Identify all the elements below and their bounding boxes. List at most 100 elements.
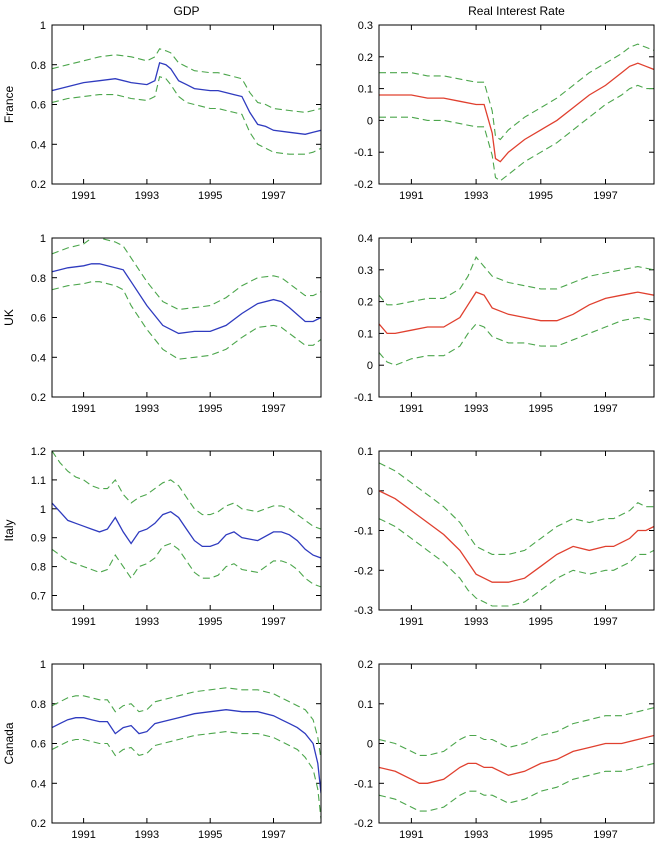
y-tick-label: 0.2	[358, 297, 373, 309]
plot-area	[52, 238, 321, 397]
chart-title: GDP	[173, 4, 199, 18]
subplot-france-gdp: 1991 1993 1995 1997 0.2 0.4 0.6 0.8 1 GDP France	[0, 1, 333, 214]
x-tick-label: 1995	[198, 403, 222, 415]
x-tick-label: 1995	[529, 403, 553, 415]
y-tick-label: 1	[40, 20, 46, 32]
x-tick-label: 1993	[135, 616, 159, 628]
canada-gdp-upper-band-line	[52, 687, 321, 760]
canada-gdp-chart: 1991 1993 1995 1997 0.2 0.4 0.6 0.8 1 Canada	[2, 659, 322, 841]
tick-labels: 1991 1993 1995 1997 0.7 0.8 0.9 1 1.1 1.2	[31, 446, 286, 628]
x-tick-label: 1993	[464, 829, 488, 841]
x-tick-label: 1997	[593, 829, 617, 841]
y-tick-label: 0.7	[31, 591, 46, 603]
subplot-canada-real-interest-rate: 1991 1993 1995 1997 -0.2 -0.1 0 0.1 0.2	[333, 640, 666, 853]
y-tick-label: -0.1	[354, 392, 373, 404]
x-tick-label: 1995	[529, 829, 553, 841]
x-tick-label: 1993	[464, 403, 488, 415]
canada-rir-chart: 1991 1993 1995 1997 -0.2 -0.1 0 0.1 0.2	[354, 659, 655, 841]
y-tick-label: 0.6	[31, 100, 46, 112]
italy-gdp-estimate-line	[52, 502, 321, 559]
italy-gdp-upper-band-line	[52, 451, 321, 530]
canada-rir-lower-band-line	[379, 762, 654, 812]
france-rir-estimate-line	[379, 62, 654, 163]
tick-labels: 1991 1993 1995 1997 -0.2 -0.1 0 0.1 0.2 0.3	[354, 20, 618, 202]
y-tick-label: 1	[40, 504, 46, 516]
uk-rir-upper-band-line	[379, 256, 654, 306]
axis-box	[378, 663, 655, 824]
france-rir-chart: 1991 1993 1995 1997 -0.2 -0.1 0 0.1 0.2 0.3 Real I…	[354, 4, 655, 202]
italy-rir-upper-band-line	[379, 462, 654, 555]
axis-box	[378, 24, 655, 185]
x-tick-label: 1993	[135, 190, 159, 202]
x-tick-label: 1997	[261, 190, 285, 202]
plot-area	[379, 238, 654, 397]
tick-labels: 1991 1993 1995 1997 -0.1 0 0.1 0.2 0.3 0.4	[354, 233, 618, 415]
y-tick-label: 0.9	[31, 533, 46, 545]
uk-gdp-upper-band-line	[52, 238, 321, 311]
y-tick-label: 0.2	[358, 52, 373, 64]
y-tick-label: 0.8	[31, 273, 46, 285]
tick-labels: 1991 1993 1995 1997 0.2 0.4 0.6 0.8 1	[31, 233, 286, 415]
y-tick-label: 0.4	[31, 352, 46, 364]
y-tick-label: 0	[367, 360, 373, 372]
axis-box	[51, 450, 322, 611]
x-tick-label: 1991	[399, 190, 423, 202]
y-tick-label: 0.1	[358, 84, 373, 96]
y-tick-label: 0.2	[358, 659, 373, 671]
italy-rir-estimate-line	[379, 490, 654, 583]
y-tick-label: 0.1	[358, 328, 373, 340]
y-tick-label: 0.8	[31, 699, 46, 711]
axis-box	[378, 450, 655, 611]
plot-area	[52, 451, 321, 610]
y-tick-label: -0.1	[354, 147, 373, 159]
tick-labels: 1991 1993 1995 1997 -0.3 -0.2 -0.1 0 0.1	[354, 446, 618, 628]
x-tick-label: 1993	[135, 829, 159, 841]
y-tick-label: 0	[367, 739, 373, 751]
y-tick-label: 0.2	[31, 392, 46, 404]
y-tick-label: -0.1	[354, 526, 373, 538]
y-tick-label: 0.6	[31, 313, 46, 325]
plot-area	[52, 25, 321, 184]
y-tick-label: 0.8	[31, 562, 46, 574]
italy-rir-chart: 1991 1993 1995 1997 -0.3 -0.2 -0.1 0 0.1	[354, 446, 655, 628]
x-tick-label: 1991	[71, 190, 95, 202]
france-rir-lower-band-line	[379, 84, 654, 182]
y-tick-label: -0.2	[354, 179, 373, 191]
x-tick-label: 1997	[261, 829, 285, 841]
uk-gdp-lower-band-line	[52, 281, 321, 360]
chart-title: Real Interest Rate	[468, 4, 565, 18]
x-tick-label: 1993	[464, 616, 488, 628]
y-tick-label: 0.2	[31, 179, 46, 191]
axis-box	[51, 24, 322, 185]
y-axis-label: Canada	[2, 722, 16, 764]
subplot-italy-real-interest-rate: 1991 1993 1995 1997 -0.3 -0.2 -0.1 0 0.1	[333, 427, 666, 640]
canada-gdp-lower-band-line	[52, 731, 321, 820]
subplot-uk-gdp: 1991 1993 1995 1997 0.2 0.4 0.6 0.8 1 UK	[0, 214, 333, 427]
italy-gdp-lower-band-line	[52, 542, 321, 588]
y-tick-label: -0.2	[354, 818, 373, 830]
y-tick-label: 0.8	[31, 60, 46, 72]
y-tick-label: -0.3	[354, 605, 373, 617]
plot-area	[52, 664, 321, 823]
y-tick-label: 0.4	[31, 139, 46, 151]
x-tick-label: 1993	[135, 403, 159, 415]
canada-rir-upper-band-line	[379, 707, 654, 756]
x-tick-label: 1991	[399, 403, 423, 415]
y-tick-label: -0.2	[354, 565, 373, 577]
x-tick-label: 1991	[399, 616, 423, 628]
tick-labels: 1991 1993 1995 1997 -0.2 -0.1 0 0.1 0.2	[354, 659, 618, 841]
x-tick-label: 1997	[261, 403, 285, 415]
subplot-italy-gdp: 1991 1993 1995 1997 0.7 0.8 0.9 1 1.1 1.2 Italy	[0, 427, 333, 640]
x-tick-label: 1997	[593, 190, 617, 202]
y-axis-label: UK	[2, 309, 16, 326]
uk-rir-chart: 1991 1993 1995 1997 -0.1 0 0.1 0.2 0.3 0.4	[354, 233, 655, 415]
axis-box	[51, 663, 322, 824]
uk-gdp-chart: 1991 1993 1995 1997 0.2 0.4 0.6 0.8 1 UK	[2, 233, 322, 415]
x-tick-label: 1997	[261, 616, 285, 628]
y-tick-label: -0.1	[354, 778, 373, 790]
y-tick-label: 0.4	[358, 233, 373, 245]
x-tick-label: 1991	[71, 829, 95, 841]
y-tick-label: 0.1	[358, 446, 373, 458]
y-tick-label: 0.1	[358, 699, 373, 711]
subplot-canada-gdp: 1991 1993 1995 1997 0.2 0.4 0.6 0.8 1 Canada	[0, 640, 333, 853]
